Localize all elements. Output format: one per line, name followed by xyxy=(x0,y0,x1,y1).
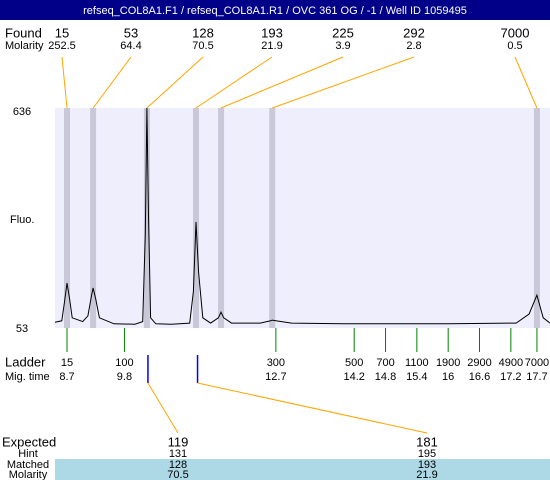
ladder-size: 4900 xyxy=(499,357,523,369)
found-size: 15 xyxy=(55,25,69,40)
ladder-time: 16.6 xyxy=(469,371,490,383)
found-molarity: 0.5 xyxy=(507,40,522,52)
ladder-size: 15 xyxy=(61,357,73,369)
peak-band xyxy=(64,108,71,328)
found-size: 128 xyxy=(192,25,214,40)
row-label: Mig. time xyxy=(5,371,50,383)
ladder-time: 15.4 xyxy=(406,371,427,383)
peak-connector xyxy=(61,56,68,109)
chart-title: refseq_COL8A1.F1 / refseq_COL8A1.R1 / OV… xyxy=(83,5,467,17)
ladder-size: 700 xyxy=(376,357,394,369)
ladder-time: 12.7 xyxy=(265,371,286,383)
row-label: Matched xyxy=(7,459,49,471)
peak-band xyxy=(218,108,225,328)
ladder-size: 300 xyxy=(267,357,285,369)
expected-matched: 193 xyxy=(418,459,436,471)
title-bar xyxy=(0,0,550,20)
y-tick-label: 53 xyxy=(16,323,28,335)
ladder-time: 9.8 xyxy=(117,371,132,383)
ladder-time: 14.2 xyxy=(343,371,364,383)
row-label: Ladder xyxy=(5,354,46,369)
peak-band xyxy=(269,108,276,328)
row-label: Found xyxy=(5,25,42,40)
row-label: Molarity xyxy=(9,469,48,480)
expected-matched: 128 xyxy=(169,459,187,471)
expected-molarity: 70.5 xyxy=(167,469,188,480)
found-size: 7000 xyxy=(501,25,530,40)
expected-hint: 195 xyxy=(418,448,436,460)
found-molarity: 252.5 xyxy=(48,40,76,52)
trace xyxy=(54,107,550,325)
row-label: Hint xyxy=(18,448,38,460)
found-size: 225 xyxy=(332,25,354,40)
expected-size: 119 xyxy=(168,434,189,449)
expected-molarity: 21.9 xyxy=(416,469,437,480)
found-size: 292 xyxy=(403,25,425,40)
ladder-size: 500 xyxy=(345,357,363,369)
row-label: Molarity xyxy=(5,40,44,52)
plot-area xyxy=(55,108,550,328)
ladder-size: 1100 xyxy=(405,357,429,369)
found-molarity: 64.4 xyxy=(120,40,141,52)
ladder-size: 100 xyxy=(115,357,133,369)
ladder-time: 8.7 xyxy=(59,371,74,383)
ladder-size: 2900 xyxy=(467,357,491,369)
peak-band xyxy=(143,108,150,328)
peak-connector xyxy=(146,56,204,109)
peak-connector xyxy=(195,56,273,109)
y-axis-label: Fluo. xyxy=(10,214,34,226)
found-molarity: 70.5 xyxy=(192,40,213,52)
peak-connector xyxy=(514,56,538,109)
ladder-size: 1900 xyxy=(436,357,460,369)
peak-band xyxy=(192,108,199,328)
ladder-time: 16 xyxy=(442,371,454,383)
ladder-time: 17.7 xyxy=(526,371,547,383)
expected-hint: 131 xyxy=(169,448,187,460)
found-size: 193 xyxy=(261,25,283,40)
y-tick-label: 636 xyxy=(13,106,31,118)
ladder-time: 14.8 xyxy=(375,371,396,383)
peak-connector xyxy=(272,56,415,109)
ladder-time: 17.2 xyxy=(500,371,521,383)
matched-band xyxy=(55,459,550,480)
found-molarity: 21.9 xyxy=(261,40,282,52)
peak-band xyxy=(533,108,540,328)
row-label: Expected xyxy=(2,434,56,449)
found-molarity: 2.8 xyxy=(406,40,421,52)
expected-connector xyxy=(197,382,428,434)
found-size: 53 xyxy=(124,25,138,40)
ladder-size: 7000 xyxy=(525,357,549,369)
expected-connector xyxy=(147,382,179,434)
expected-size: 181 xyxy=(416,434,438,449)
found-molarity: 3.9 xyxy=(335,40,350,52)
peak-connector xyxy=(220,56,344,109)
peak-band xyxy=(90,108,97,328)
peak-connector xyxy=(92,56,132,109)
